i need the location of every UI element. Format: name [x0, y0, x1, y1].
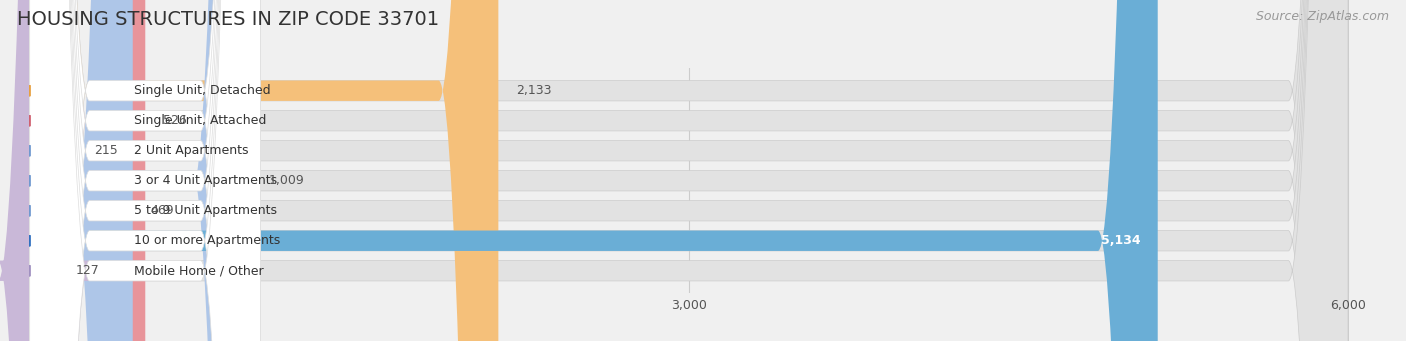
FancyBboxPatch shape — [30, 0, 1348, 341]
Text: 2,133: 2,133 — [516, 84, 551, 97]
FancyBboxPatch shape — [30, 0, 260, 341]
Text: HOUSING STRUCTURES IN ZIP CODE 33701: HOUSING STRUCTURES IN ZIP CODE 33701 — [17, 10, 439, 29]
Text: 526: 526 — [163, 114, 187, 127]
FancyBboxPatch shape — [30, 0, 260, 341]
Text: 127: 127 — [75, 264, 98, 277]
FancyBboxPatch shape — [30, 0, 1348, 341]
Text: 2 Unit Apartments: 2 Unit Apartments — [134, 144, 247, 157]
FancyBboxPatch shape — [30, 0, 1348, 341]
FancyBboxPatch shape — [0, 0, 90, 341]
FancyBboxPatch shape — [17, 0, 90, 341]
FancyBboxPatch shape — [30, 0, 1348, 341]
FancyBboxPatch shape — [30, 0, 1348, 341]
FancyBboxPatch shape — [30, 0, 260, 341]
FancyBboxPatch shape — [30, 0, 145, 341]
FancyBboxPatch shape — [30, 0, 1157, 341]
FancyBboxPatch shape — [30, 0, 132, 341]
FancyBboxPatch shape — [30, 0, 252, 341]
Text: Single Unit, Detached: Single Unit, Detached — [134, 84, 270, 97]
Text: 215: 215 — [94, 144, 118, 157]
Text: 5 to 9 Unit Apartments: 5 to 9 Unit Apartments — [134, 204, 277, 217]
Text: 469: 469 — [150, 204, 174, 217]
Text: 10 or more Apartments: 10 or more Apartments — [134, 234, 280, 247]
Text: 3 or 4 Unit Apartments: 3 or 4 Unit Apartments — [134, 174, 277, 187]
Text: 5,134: 5,134 — [1101, 234, 1140, 247]
FancyBboxPatch shape — [30, 0, 498, 341]
Text: Single Unit, Attached: Single Unit, Attached — [134, 114, 266, 127]
Text: Mobile Home / Other: Mobile Home / Other — [134, 264, 263, 277]
FancyBboxPatch shape — [30, 0, 260, 341]
Text: 1,009: 1,009 — [269, 174, 305, 187]
FancyBboxPatch shape — [30, 0, 1348, 341]
FancyBboxPatch shape — [30, 0, 260, 341]
FancyBboxPatch shape — [30, 0, 260, 341]
Text: Source: ZipAtlas.com: Source: ZipAtlas.com — [1256, 10, 1389, 23]
FancyBboxPatch shape — [30, 0, 260, 341]
FancyBboxPatch shape — [30, 0, 1348, 341]
